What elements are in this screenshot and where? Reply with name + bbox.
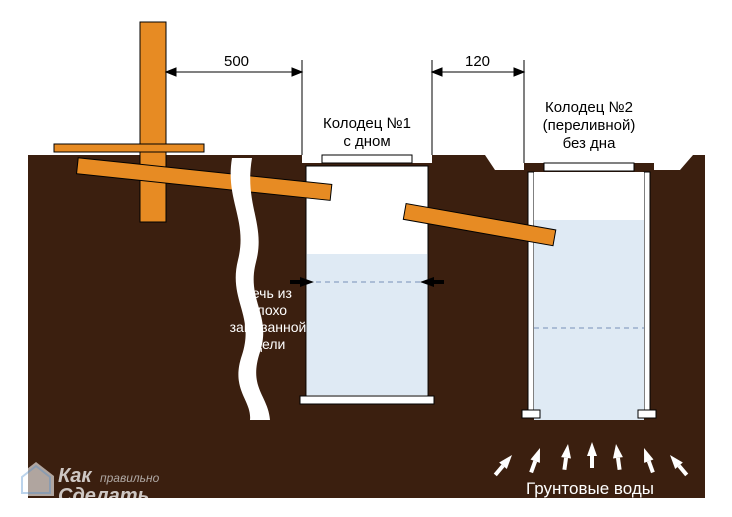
well-2-title-l1: Колодец №2 [545,99,633,116]
well-2-water [534,220,644,420]
well-2-wall-left [528,172,534,410]
svg-text:замазанной: замазанной [230,319,307,335]
groundwater-label: Грунтовые воды [526,479,654,498]
dim-120-label: 120 [465,53,490,70]
well-2 [522,163,656,420]
svg-text:Как: Как [58,465,92,487]
well-1-water [307,254,427,395]
well-2-title-l2: (переливной) [543,117,636,134]
well-1-title-l1: Колодец №1 [323,115,411,132]
well-2-foot-left [522,410,540,418]
well-1-bottom [300,396,434,404]
svg-text:правильно: правильно [100,471,160,485]
septic-diagram: 500 120 Колодец №1 с дном Колодец №2 (пе… [0,0,732,517]
svg-text:щели: щели [251,336,286,352]
svg-text:Сделать: Сделать [58,485,149,507]
house-stub [140,22,166,222]
well-2-lid [544,163,634,171]
well-2-foot-right [638,410,656,418]
dim-500-label: 500 [224,53,249,70]
well-1-title-l2: с дном [343,133,390,150]
svg-text:плохо: плохо [249,302,287,318]
floor-plate [54,144,204,152]
svg-text:Течь из: Течь из [244,285,292,301]
well-2-wall-right [644,172,650,410]
well-2-title-l3: без дна [563,135,617,152]
well-1-lid [322,155,412,163]
